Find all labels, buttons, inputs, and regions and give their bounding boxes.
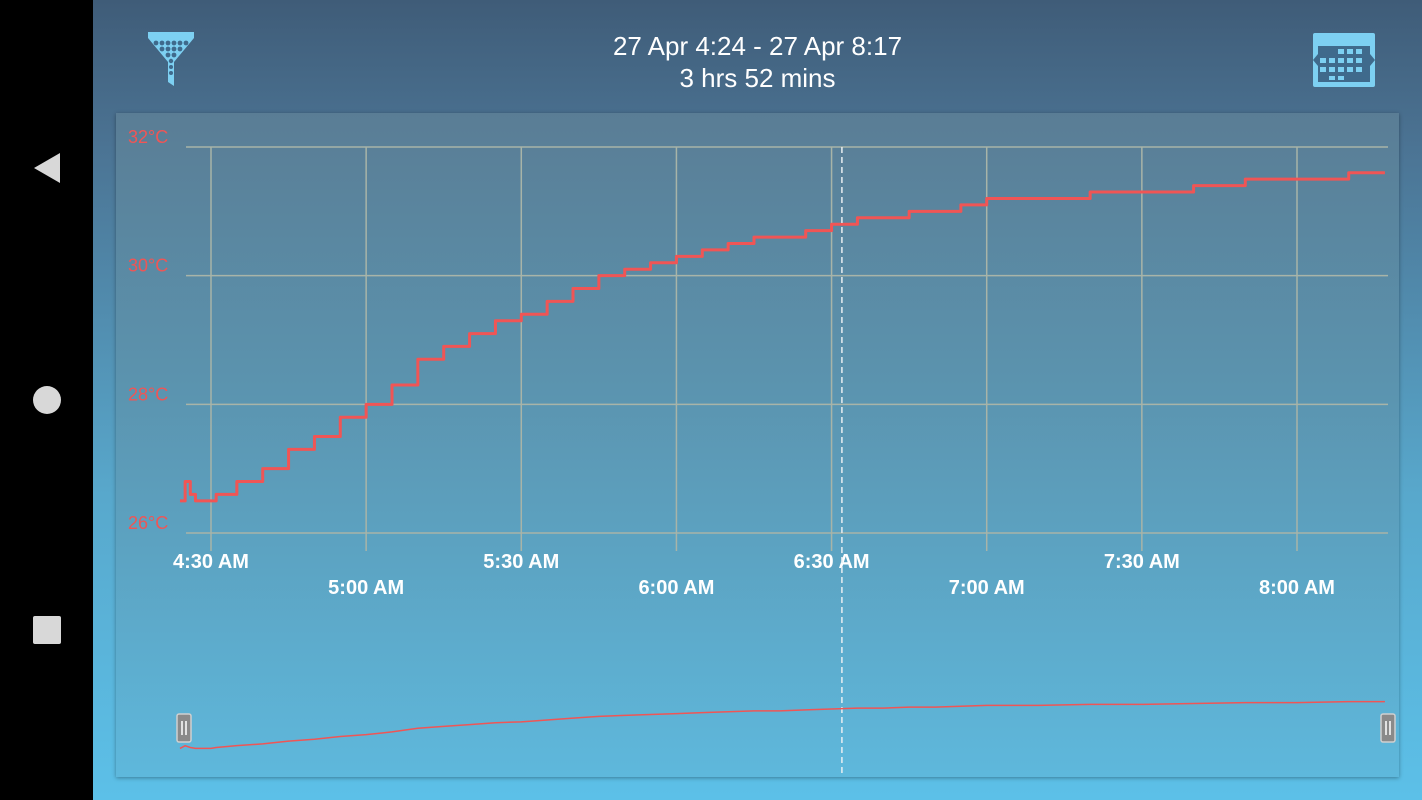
filter-icon	[148, 32, 194, 86]
home-icon	[32, 386, 61, 414]
app-screen: 27 Apr 4:24 - 27 Apr 8:17 3 hrs 52 mins …	[93, 0, 1422, 800]
system-navigation-bar	[0, 0, 93, 800]
x-tick-label: 6:30 AM	[794, 551, 870, 573]
calendar-button[interactable]	[1312, 32, 1376, 88]
handle-grip	[1380, 713, 1396, 743]
x-tick-label: 5:00 AM	[328, 577, 404, 599]
date-range-text: 27 Apr 4:24 - 27 Apr 8:17	[612, 31, 903, 61]
temperature-chart: 26°C 28°C 30°C 32°C 4:30 AM 5:00 AM 5:30 AM 6:…	[128, 127, 1396, 777]
y-tick-label: 32°C	[128, 127, 168, 147]
date-range-header: 27 Apr 4:24 - 27 Apr 8:17 3 hrs 52 mins	[93, 30, 1422, 94]
range-end-handle[interactable]	[1380, 713, 1396, 743]
filter-button[interactable]	[146, 30, 196, 90]
x-tick-label: 6:00 AM	[638, 577, 714, 599]
y-tick-label: 26°C	[128, 513, 168, 533]
x-tick-label: 4:30 AM	[173, 551, 249, 573]
duration-text: 3 hrs 52 mins	[679, 63, 836, 93]
overview-series-line	[179, 700, 1385, 750]
temperature-series-line	[179, 171, 1385, 503]
x-tick-label: 5:30 AM	[483, 551, 559, 573]
y-tick-label: 28°C	[128, 384, 168, 404]
chart-panel: 26°C 28°C 30°C 32°C 4:30 AM 5:00 AM 5:30 AM 6:…	[116, 113, 1399, 777]
calendar-icon	[1313, 33, 1375, 87]
back-button[interactable]	[0, 128, 93, 208]
recents-button[interactable]	[0, 590, 93, 670]
range-start-handle[interactable]	[176, 713, 192, 743]
back-icon	[33, 153, 60, 183]
y-tick-label: 30°C	[128, 256, 168, 276]
x-tick-label: 7:00 AM	[949, 577, 1025, 599]
x-tick-label: 7:30 AM	[1104, 551, 1180, 573]
handle-grip	[176, 713, 192, 743]
x-tick-label: 8:00 AM	[1259, 577, 1335, 599]
home-button[interactable]	[0, 360, 93, 440]
recents-icon	[32, 616, 61, 644]
